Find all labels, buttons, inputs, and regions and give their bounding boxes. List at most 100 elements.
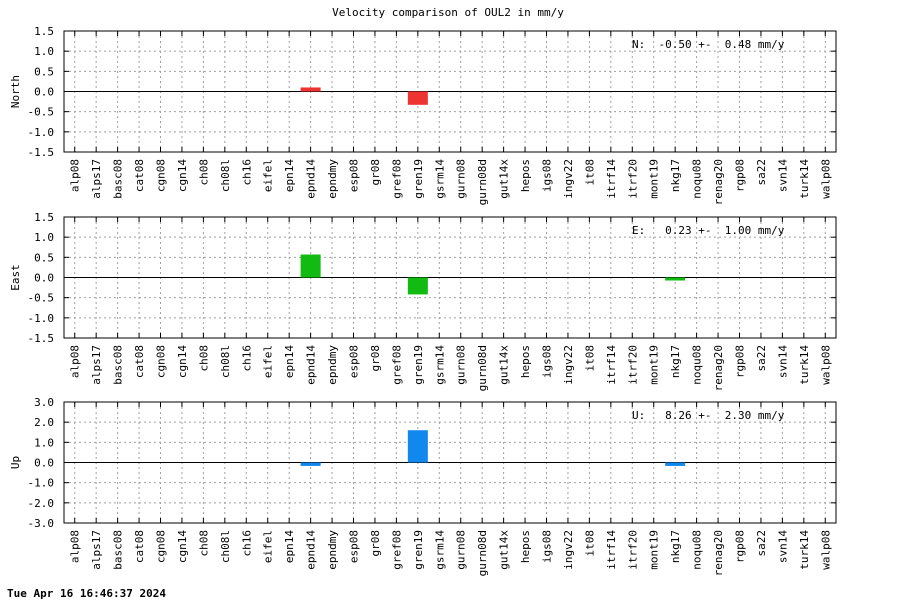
y-tick-label: 0.0 bbox=[34, 86, 54, 99]
category-label: gurn08d bbox=[476, 159, 489, 205]
category-label: itrf20 bbox=[626, 530, 639, 570]
category-label: it08 bbox=[583, 530, 596, 557]
bar-gren19 bbox=[407, 277, 428, 295]
stat-annotation: U: 8.26 +- 2.30 mm/y bbox=[632, 409, 785, 422]
category-label: epn14 bbox=[283, 159, 296, 192]
category-label: alp08 bbox=[69, 345, 82, 378]
category-label: gren19 bbox=[412, 530, 425, 570]
bar-epnd14 bbox=[300, 462, 321, 466]
category-label: epnd14 bbox=[305, 530, 318, 570]
category-label: gref08 bbox=[390, 530, 403, 570]
category-label: eifel bbox=[262, 159, 275, 192]
category-label: nkg17 bbox=[669, 530, 682, 563]
category-label: gsrm14 bbox=[433, 530, 446, 570]
category-label: cat08 bbox=[133, 530, 146, 563]
y-axis-label: Up bbox=[9, 456, 22, 469]
category-label: sa22 bbox=[755, 345, 768, 372]
category-label: turk14 bbox=[798, 530, 811, 570]
y-tick-label: 1.5 bbox=[34, 25, 54, 38]
category-label: sa22 bbox=[755, 530, 768, 557]
chart-title: Velocity comparison of OUL2 in mm/y bbox=[332, 6, 564, 19]
category-label: mont19 bbox=[648, 345, 661, 385]
category-label: mont19 bbox=[648, 159, 661, 199]
category-label: it08 bbox=[583, 159, 596, 186]
category-label: noqu08 bbox=[691, 159, 704, 199]
category-label: hepos bbox=[519, 530, 532, 563]
category-label: cgn08 bbox=[155, 159, 168, 192]
category-label: renag20 bbox=[712, 159, 725, 205]
category-label: itrf14 bbox=[605, 345, 618, 385]
category-label: alps17 bbox=[90, 345, 103, 385]
category-label: noqu08 bbox=[691, 345, 704, 385]
category-label: ch08 bbox=[197, 345, 210, 372]
y-tick-label: -3.0 bbox=[28, 517, 55, 530]
category-label: epn14 bbox=[283, 345, 296, 378]
category-label: svn14 bbox=[776, 159, 789, 192]
y-tick-label: 1.5 bbox=[34, 211, 54, 224]
category-label: gurn08 bbox=[455, 345, 468, 385]
panel-north: 1.5 1.0 0.5 0.0 -0.5 -1.0 -1.5 alp08 alps17 basc0… bbox=[9, 25, 837, 205]
category-label: walp08 bbox=[819, 530, 832, 570]
category-label: itrf20 bbox=[626, 345, 639, 385]
category-label: svn14 bbox=[776, 345, 789, 378]
category-label: rgp08 bbox=[734, 345, 747, 378]
category-label: igs08 bbox=[541, 159, 554, 192]
category-label: gurn08 bbox=[455, 530, 468, 570]
category-label: rgp08 bbox=[734, 530, 747, 563]
category-label: igs08 bbox=[541, 530, 554, 563]
panels-group: 1.5 1.0 0.5 0.0 -0.5 -1.0 -1.5 alp08 alps17 basc0… bbox=[9, 25, 837, 576]
category-label: nkg17 bbox=[669, 345, 682, 378]
category-label: ingv22 bbox=[562, 530, 575, 570]
timestamp: Tue Apr 16 16:46:37 2024 bbox=[7, 587, 166, 600]
category-label: gsrm14 bbox=[433, 159, 446, 199]
category-label: gren19 bbox=[412, 345, 425, 385]
bar-epnd14 bbox=[300, 87, 321, 92]
category-label: it08 bbox=[583, 345, 596, 372]
category-label: gut14x bbox=[498, 159, 511, 199]
category-label: ch08 bbox=[197, 530, 210, 557]
category-label: esp08 bbox=[348, 159, 361, 192]
category-label: hepos bbox=[519, 159, 532, 192]
y-tick-label: 0.0 bbox=[34, 272, 54, 285]
stat-annotation: E: 0.23 +- 1.00 mm/y bbox=[632, 224, 785, 237]
category-label: esp08 bbox=[348, 530, 361, 563]
plot-frame bbox=[63, 30, 837, 153]
category-label: eifel bbox=[262, 530, 275, 563]
category-label: itrf20 bbox=[626, 159, 639, 199]
category-label: ch16 bbox=[240, 530, 253, 557]
category-label: ch16 bbox=[240, 159, 253, 186]
category-label: epndmy bbox=[326, 159, 339, 199]
category-label: epnd14 bbox=[305, 159, 318, 199]
category-label: gurn08 bbox=[455, 159, 468, 199]
y-tick-label: 0.5 bbox=[34, 251, 54, 264]
category-label: cat08 bbox=[133, 345, 146, 378]
category-label: ch08l bbox=[219, 345, 232, 378]
category-label: cgn14 bbox=[176, 345, 189, 378]
panel-east: 1.5 1.0 0.5 0.0 -0.5 -1.0 -1.5 alp08 alps17 basc0… bbox=[9, 211, 837, 391]
category-label: ingv22 bbox=[562, 345, 575, 385]
category-label: esp08 bbox=[348, 345, 361, 378]
category-label: gref08 bbox=[390, 159, 403, 199]
category-label: turk14 bbox=[798, 345, 811, 385]
stat-annotation: N: -0.50 +- 0.48 mm/y bbox=[632, 38, 785, 51]
category-label: rgp08 bbox=[734, 159, 747, 192]
y-tick-label: 1.0 bbox=[34, 436, 54, 449]
y-tick-label: 1.0 bbox=[34, 231, 54, 244]
category-label: cgn08 bbox=[155, 530, 168, 563]
category-label: basc08 bbox=[112, 530, 125, 570]
plot-frame bbox=[63, 401, 837, 524]
category-label: renag20 bbox=[712, 530, 725, 576]
category-label: gr08 bbox=[369, 159, 382, 186]
category-label: hepos bbox=[519, 345, 532, 378]
category-label: turk14 bbox=[798, 159, 811, 199]
category-label: ch08 bbox=[197, 159, 210, 186]
category-label: ch08l bbox=[219, 530, 232, 563]
plot-frame bbox=[63, 216, 837, 339]
y-tick-label: -0.5 bbox=[28, 292, 55, 305]
category-label: noqu08 bbox=[691, 530, 704, 570]
y-tick-label: -1.5 bbox=[28, 146, 55, 159]
y-tick-label: -1.0 bbox=[28, 126, 55, 139]
y-tick-label: -1.5 bbox=[28, 332, 55, 345]
category-label: itrf14 bbox=[605, 159, 618, 199]
category-label: cgn08 bbox=[155, 345, 168, 378]
